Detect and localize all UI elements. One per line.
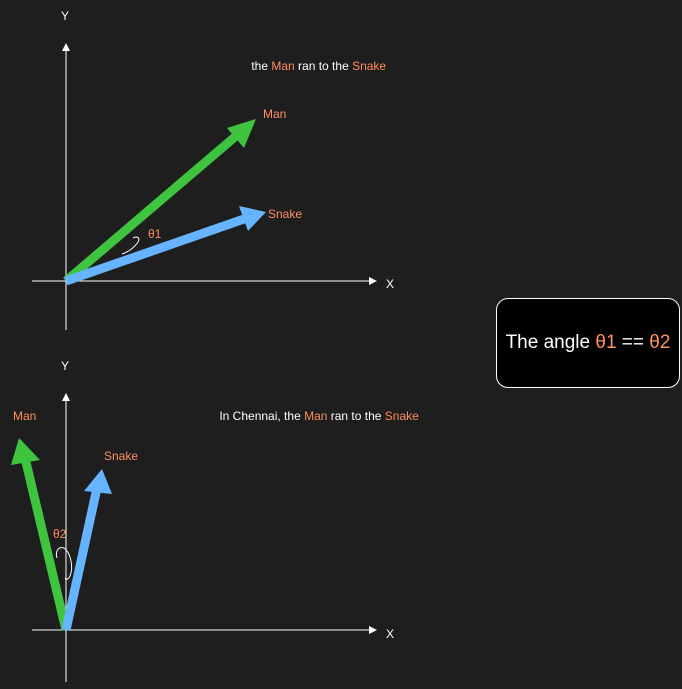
top-sentence-prefix: the xyxy=(251,59,271,73)
bottom-sentence-middle: ran to the xyxy=(327,409,384,423)
top-man-label: Man xyxy=(263,107,286,121)
top-snake-label: Snake xyxy=(268,207,302,221)
bottom-sentence-man: Man xyxy=(304,409,327,423)
top-sentence-middle: ran to the xyxy=(295,59,352,73)
top-x-axis-label: X xyxy=(386,277,394,291)
callout-prefix: The angle xyxy=(505,332,596,353)
bottom-x-axis-label: X xyxy=(386,627,394,641)
bottom-snake-vector xyxy=(61,469,112,631)
bottom-diagram: Y X θ2 Man Snake In Chennai, the Man ran… xyxy=(11,359,436,682)
top-angle-arc xyxy=(121,236,140,255)
bottom-sentence-snake: Snake xyxy=(385,409,419,423)
top-sentence-snake: Snake xyxy=(352,59,386,73)
bottom-sentence-prefix: In Chennai, the xyxy=(219,409,304,423)
callout-theta1: θ1 xyxy=(595,332,617,353)
bottom-angle-label: θ2 xyxy=(53,527,67,541)
top-sentence-man: Man xyxy=(271,59,294,73)
top-sentence: the Man ran to the Snake xyxy=(228,59,403,73)
bottom-angle-arc xyxy=(55,547,73,580)
bottom-sentence: In Chennai, the Man ran to the Snake xyxy=(196,409,436,423)
angle-equality-callout: The angle θ1 == θ2 xyxy=(496,298,680,388)
callout-theta2: θ2 xyxy=(649,332,671,353)
top-angle-label: θ1 xyxy=(148,227,162,241)
top-snake-vector xyxy=(64,206,266,286)
callout-operator: == xyxy=(616,332,650,353)
bottom-y-axis-label: Y xyxy=(61,359,69,373)
bottom-man-label: Man xyxy=(13,409,36,423)
top-man-vector xyxy=(63,119,256,285)
bottom-snake-label: Snake xyxy=(104,449,138,463)
top-diagram: Y X θ1 Man Snake the Man ran to the Snak… xyxy=(32,9,403,330)
bottom-man-vector xyxy=(11,438,71,632)
top-y-axis-label: Y xyxy=(61,9,69,23)
